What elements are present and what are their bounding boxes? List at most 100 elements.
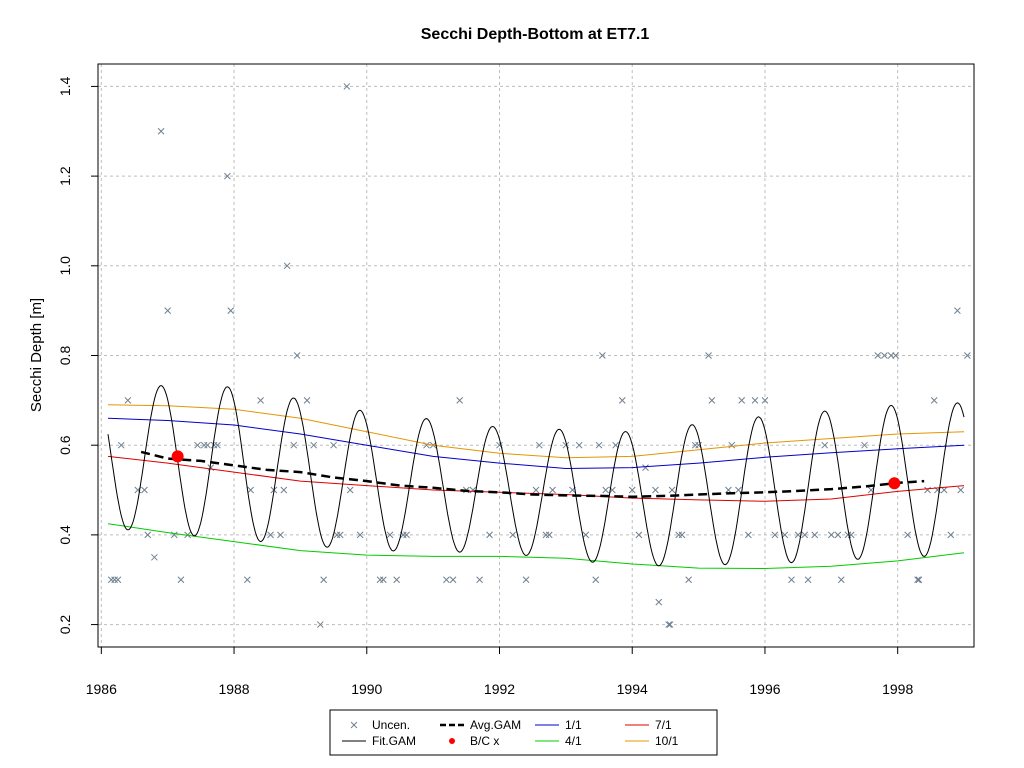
uncensored-point-stroke	[788, 576, 795, 584]
uncensored-point-stroke	[575, 441, 583, 449]
uncensored-point	[532, 486, 540, 494]
seasonal-line-1-1	[107, 417, 965, 470]
uncensored-point-stroke	[652, 486, 659, 494]
uncensored-point	[708, 396, 716, 404]
uncensored-point	[545, 531, 553, 539]
uncensored-point-stroke	[685, 576, 692, 584]
uncensored-point	[346, 486, 354, 494]
uncensored-point	[386, 531, 394, 539]
uncensored-point-stroke	[867, 486, 875, 494]
uncensored-point-stroke	[496, 441, 503, 449]
uncensored-point-stroke	[821, 441, 829, 449]
uncensored-point-stroke	[320, 576, 327, 584]
uncensored-point-stroke	[330, 441, 337, 449]
uncensored-point-stroke	[283, 262, 291, 270]
uncensored-point-stroke	[881, 352, 888, 359]
y-axis-title: Secchi Depth [m]	[28, 298, 45, 412]
uncensored-point-stroke	[469, 486, 477, 494]
uncensored-point-stroke	[310, 441, 318, 449]
x-tick-label: 1992	[484, 681, 515, 697]
legend-box	[329, 709, 718, 756]
uncensored-point	[705, 352, 712, 359]
x-tick-label: 1988	[218, 681, 249, 697]
uncensored-point-stroke	[738, 396, 746, 404]
uncensored-point	[144, 531, 152, 539]
uncensored-point	[940, 486, 948, 494]
uncensored-point	[947, 531, 955, 539]
uncensored-point	[111, 576, 118, 584]
legend-item: 1/1	[535, 718, 582, 732]
uncensored-point-stroke	[602, 486, 610, 494]
uncensored-point	[599, 352, 606, 359]
uncensored-point	[117, 441, 125, 449]
uncensored-point-stroke	[834, 531, 842, 539]
uncensored-point	[666, 621, 674, 628]
uncensored-point-stroke	[456, 396, 464, 404]
uncensored-point	[280, 486, 288, 494]
uncensored-point-stroke	[837, 576, 845, 584]
uncensored-point-stroke	[874, 352, 882, 359]
uncensored-point-stroke	[443, 576, 450, 584]
uncensored-point-stroke	[243, 576, 251, 584]
chart-title: Secchi Depth-Bottom at ET7.1	[421, 26, 650, 43]
uncensored-point	[224, 172, 231, 180]
uncensored-point-stroke	[247, 486, 254, 494]
uncensored-point	[874, 352, 882, 359]
uncensored-point-stroke	[157, 127, 165, 135]
uncensored-point	[356, 531, 364, 539]
uncensored-point-stroke	[930, 396, 938, 404]
uncensored-point	[157, 127, 165, 135]
uncensored-point	[592, 576, 600, 584]
uncensored-point-stroke	[356, 531, 364, 539]
uncensored-point-stroke	[164, 307, 172, 315]
uncensored-point	[652, 486, 659, 494]
uncensored-point-stroke	[343, 83, 351, 90]
uncensored-point-stroke	[224, 172, 231, 180]
uncensored-point	[177, 576, 185, 584]
uncensored-point	[303, 396, 311, 404]
uncensored-point-stroke	[194, 441, 201, 449]
uncensored-point	[227, 307, 235, 315]
uncensored-point-stroke	[915, 576, 923, 584]
uncensored-point	[522, 576, 530, 584]
legend-item: B/C x	[449, 734, 499, 748]
legend-label: 7/1	[655, 718, 672, 732]
uncensored-point-stroke	[761, 396, 769, 404]
uncensored-point-stroke	[582, 531, 590, 539]
uncensored-point	[668, 486, 676, 494]
uncensored-point	[107, 576, 115, 584]
uncensored-point	[293, 352, 301, 359]
legend-item: Fit.GAM	[342, 734, 416, 748]
uncensored-point	[827, 531, 835, 539]
uncensored-point-stroke	[708, 396, 716, 404]
uncensored-point-stroke	[811, 531, 819, 539]
legend-item: Uncen.	[350, 718, 410, 732]
uncensored-point-stroke	[117, 441, 125, 449]
legend-label: Uncen.	[372, 718, 410, 732]
uncensored-point	[575, 441, 583, 449]
x-tick-label: 1996	[749, 681, 780, 697]
uncensored-point	[283, 262, 291, 270]
uncensored-point-stroke	[695, 441, 702, 449]
uncensored-point	[316, 621, 324, 628]
uncensored-point	[204, 441, 211, 449]
uncensored-point	[685, 576, 692, 584]
uncensored-point-stroke	[114, 576, 122, 584]
uncensored-point-stroke	[954, 307, 961, 315]
y-tick-label: 1.4	[57, 76, 73, 96]
uncensored-point	[267, 531, 274, 539]
uncensored-point	[665, 621, 673, 628]
uncensored-point	[914, 576, 921, 584]
uncensored-point	[243, 576, 251, 584]
uncensored-point-stroke	[592, 576, 600, 584]
uncensored-point-stroke	[964, 352, 971, 359]
seasonal-line-4-1	[107, 523, 965, 570]
uncensored-point-stroke	[904, 531, 911, 539]
x-tick-label: 1998	[882, 681, 913, 697]
uncensored-point	[821, 441, 829, 449]
uncensored-point	[804, 576, 812, 584]
legend-label: Fit.GAM	[372, 734, 416, 748]
legend-label: 10/1	[655, 734, 679, 748]
uncensored-point	[393, 576, 400, 584]
uncensored-point-stroke	[914, 576, 921, 584]
